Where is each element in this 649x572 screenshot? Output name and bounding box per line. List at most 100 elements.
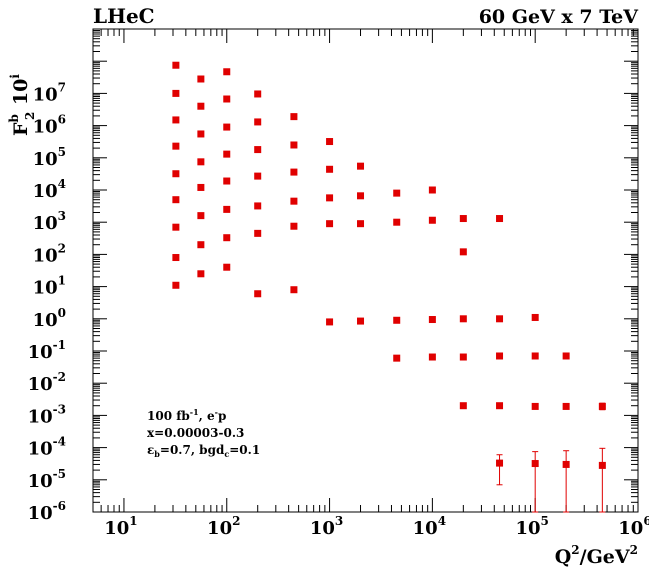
data-point: [254, 118, 262, 126]
data-point: [459, 402, 467, 410]
data-point: [531, 352, 539, 360]
data-point: [172, 116, 180, 124]
data-point: [428, 186, 436, 194]
svg-text:Fb2 10i: Fb 2 10i: [7, 74, 37, 136]
data-point: [223, 234, 231, 242]
axis-ticks: [92, 28, 639, 513]
data-point: [197, 158, 205, 166]
data-point: [326, 194, 334, 202]
title-left: LHeC: [93, 4, 155, 28]
data-point: [290, 222, 298, 230]
annotation-efficiency: εb=0.7, bgdc=0.1: [147, 443, 260, 459]
y-tick-label: 103: [33, 209, 66, 234]
data-point: [197, 270, 205, 278]
data-point: [496, 215, 504, 223]
data-point: [562, 402, 570, 410]
y-tick-label: 10-2: [28, 370, 66, 395]
data-point: [428, 316, 436, 324]
y-tick-label: 105: [33, 145, 66, 170]
y-tick-label: 10-1: [28, 338, 66, 363]
data-point: [428, 353, 436, 361]
data-point: [223, 263, 231, 271]
data-point: [357, 192, 365, 200]
data-point: [598, 402, 606, 410]
annotation-luminosity: 100 fb-1, e-p: [147, 407, 226, 423]
y-tick-label: 107: [33, 80, 66, 105]
data-point: [326, 165, 334, 173]
y-tick-label: 10-3: [28, 402, 66, 427]
data-point: [531, 460, 539, 468]
data-point: [254, 290, 262, 298]
data-markers: [172, 61, 606, 469]
y-tick-labels: 10-6 10-5 10-4 10-3 10-2 10-1 100 101 102 103 104 1…: [28, 80, 66, 524]
data-point: [172, 254, 180, 262]
annotation: 100 fb-1, e-p x=0.00003-0.3 εb=0.7, bgdc…: [147, 407, 260, 459]
data-point: [197, 75, 205, 83]
data-point: [197, 212, 205, 220]
y-tick-label: 10-6: [28, 499, 66, 524]
data-point: [531, 313, 539, 321]
x-tick-label: 104: [413, 514, 446, 539]
x-axis-label: Q2/GeV2: [555, 543, 638, 568]
data-point: [172, 281, 180, 289]
data-point: [357, 220, 365, 228]
data-point: [197, 130, 205, 138]
data-point: [459, 353, 467, 361]
error-bars: [496, 402, 606, 513]
data-point: [197, 241, 205, 249]
data-point: [531, 402, 539, 410]
data-point: [393, 316, 401, 324]
data-point: [197, 102, 205, 110]
data-point: [326, 318, 334, 326]
data-point: [172, 61, 180, 69]
data-point: [393, 218, 401, 226]
data-point: [459, 315, 467, 323]
data-point: [223, 95, 231, 103]
data-point: [290, 286, 298, 294]
y-tick-label: 102: [33, 241, 66, 266]
data-point: [562, 352, 570, 360]
x-tick-label: 102: [207, 514, 240, 539]
y-tick-label: 101: [33, 274, 66, 299]
data-point: [459, 215, 467, 223]
data-point: [254, 146, 262, 154]
data-point: [172, 196, 180, 204]
y-tick-label: 106: [33, 113, 66, 138]
data-point: [254, 229, 262, 237]
y-tick-label: 10-5: [28, 467, 66, 492]
data-point: [223, 150, 231, 158]
data-point: [223, 68, 231, 76]
x-tick-label: 106: [618, 514, 649, 539]
data-point: [223, 205, 231, 213]
data-point: [290, 141, 298, 149]
data-point: [496, 315, 504, 323]
data-point: [393, 189, 401, 197]
data-point: [326, 138, 334, 146]
data-point: [496, 402, 504, 410]
data-point: [357, 317, 365, 325]
data-point: [223, 123, 231, 131]
data-point: [393, 354, 401, 362]
plot-frame: [92, 28, 639, 513]
data-point: [197, 183, 205, 191]
x-tick-label: 103: [310, 514, 343, 539]
data-point: [459, 248, 467, 256]
data-point: [172, 89, 180, 97]
x-tick-label: 101: [104, 514, 137, 539]
data-point: [223, 177, 231, 185]
data-point: [254, 172, 262, 180]
y-tick-label: 100: [33, 306, 66, 331]
data-point: [496, 352, 504, 360]
x-tick-labels: 101 102 103 104 105 106: [104, 514, 649, 539]
annotation-x-range: x=0.00003-0.3: [147, 426, 244, 440]
data-point: [254, 90, 262, 98]
data-point: [428, 216, 436, 224]
data-point: [172, 170, 180, 178]
data-point: [598, 461, 606, 469]
y-axis-label: Fb 2 10i: [7, 74, 37, 136]
data-point: [290, 113, 298, 121]
data-point: [290, 197, 298, 205]
y-tick-label: 104: [33, 177, 66, 202]
x-tick-label: 105: [515, 514, 548, 539]
